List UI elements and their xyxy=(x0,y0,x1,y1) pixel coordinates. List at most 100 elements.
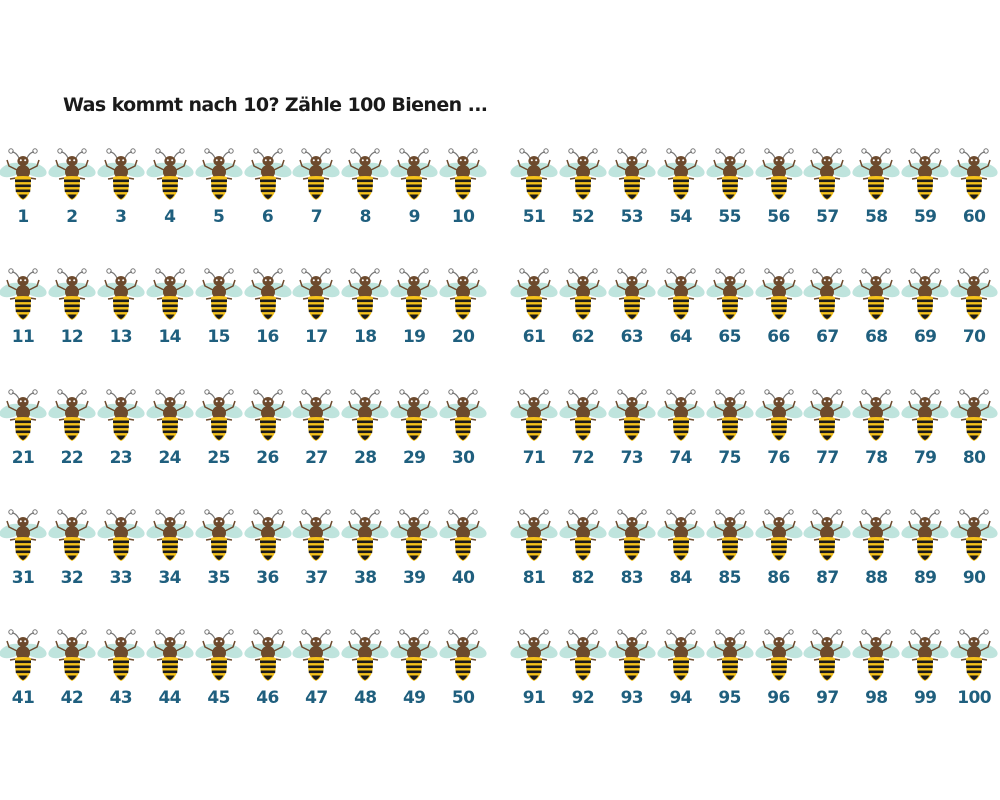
bee-number: 63 xyxy=(620,327,644,348)
bee-number: 23 xyxy=(109,447,133,468)
bee-icon xyxy=(754,509,803,561)
bee-number: 74 xyxy=(669,447,692,468)
bee-item: 46 xyxy=(243,627,293,723)
bee-icon xyxy=(754,629,803,682)
bee-icon xyxy=(292,629,340,682)
bee-item: 7 xyxy=(291,146,341,242)
bee-item: 62 xyxy=(558,266,608,362)
bee-item: 25 xyxy=(194,387,244,483)
bee-item: 77 xyxy=(802,387,852,483)
bee-icon xyxy=(97,148,145,200)
bee-item: 66 xyxy=(754,266,804,362)
bee-icon xyxy=(803,629,851,682)
bee-icon xyxy=(510,509,558,561)
bee-number: 2 xyxy=(66,207,78,227)
bee-number: 75 xyxy=(718,447,741,468)
bee-item: 27 xyxy=(291,387,341,483)
bee-number: 14 xyxy=(158,327,181,348)
bee-icon xyxy=(559,388,607,441)
bee-number: 51 xyxy=(522,207,546,227)
bee-icon xyxy=(390,148,438,200)
bee-icon xyxy=(706,629,754,682)
bee-item: 96 xyxy=(754,627,804,723)
bee-icon xyxy=(901,268,949,321)
bee-item: 61 xyxy=(509,266,559,362)
bee-icon xyxy=(657,388,705,441)
bee-icon xyxy=(439,629,487,682)
bee-item: 67 xyxy=(802,266,852,362)
bee-item: 85 xyxy=(705,507,755,603)
bee-icon xyxy=(48,148,96,200)
bee-icon xyxy=(146,388,194,441)
bee-item: 90 xyxy=(949,507,999,603)
bee-number: 83 xyxy=(620,567,644,588)
bee-item: 73 xyxy=(607,387,657,483)
bee-item: 13 xyxy=(96,266,146,362)
bee-item: 19 xyxy=(389,266,439,362)
bee-number: 80 xyxy=(962,447,986,468)
bee-item: 94 xyxy=(656,627,706,723)
bee-number: 17 xyxy=(305,327,328,348)
bee-icon xyxy=(706,268,754,321)
bee-number: 26 xyxy=(256,447,279,468)
bee-icon xyxy=(341,629,389,682)
bee-number: 97 xyxy=(816,688,839,709)
bee-icon xyxy=(292,148,340,200)
bee-number: 11 xyxy=(11,327,35,348)
bee-number: 37 xyxy=(305,567,328,588)
bee-icon xyxy=(97,388,145,441)
bee-item: 5 xyxy=(194,146,244,242)
bee-item: 43 xyxy=(96,627,146,723)
bee-icon xyxy=(510,268,558,321)
bee-icon xyxy=(292,268,340,321)
bee-number: 81 xyxy=(522,567,546,588)
bee-icon xyxy=(803,148,851,200)
bee-item: 9 xyxy=(389,146,439,242)
bee-item: 75 xyxy=(705,387,755,483)
bee-number: 96 xyxy=(767,688,790,709)
bee-item: 17 xyxy=(291,266,341,362)
bee-number: 41 xyxy=(11,688,35,709)
bee-icon xyxy=(390,268,438,321)
bee-number: 12 xyxy=(60,327,84,348)
bee-number: 86 xyxy=(767,567,790,588)
bee-item: 88 xyxy=(851,507,901,603)
bee-item: 48 xyxy=(340,627,390,723)
bee-icon xyxy=(706,509,754,561)
bee-item: 39 xyxy=(389,507,439,603)
bee-icon xyxy=(852,509,900,561)
bee-item: 91 xyxy=(509,627,559,723)
bee-icon xyxy=(608,388,656,441)
bee-icon xyxy=(559,268,607,321)
bee-icon xyxy=(439,148,487,200)
bee-number: 31 xyxy=(11,567,35,588)
bee-item: 74 xyxy=(656,387,706,483)
bee-icon xyxy=(48,629,96,682)
bee-number: 46 xyxy=(256,688,279,709)
bee-number: 5 xyxy=(212,207,225,227)
bee-icon xyxy=(0,629,47,682)
bee-number: 64 xyxy=(669,327,692,348)
bee-number: 30 xyxy=(451,447,475,468)
bee-icon xyxy=(146,148,194,200)
bee-item: 59 xyxy=(900,146,950,242)
bee-number: 93 xyxy=(620,688,644,709)
bee-number: 58 xyxy=(865,207,888,227)
bee-number: 87 xyxy=(816,567,839,588)
bee-item: 86 xyxy=(754,507,804,603)
bee-item: 41 xyxy=(0,627,48,723)
bee-number: 100 xyxy=(957,688,991,709)
bee-number: 13 xyxy=(109,327,133,348)
bee-icon xyxy=(950,388,998,441)
bee-item: 57 xyxy=(802,146,852,242)
bee-icon xyxy=(243,388,292,441)
bee-number: 38 xyxy=(354,567,377,588)
bee-item: 51 xyxy=(509,146,559,242)
bee-number: 95 xyxy=(718,688,741,709)
bee-item: 97 xyxy=(802,627,852,723)
bee-item: 15 xyxy=(194,266,244,362)
bee-item: 20 xyxy=(438,266,488,362)
bee-item: 63 xyxy=(607,266,657,362)
bee-icon xyxy=(390,629,438,682)
bee-icon xyxy=(510,388,558,441)
